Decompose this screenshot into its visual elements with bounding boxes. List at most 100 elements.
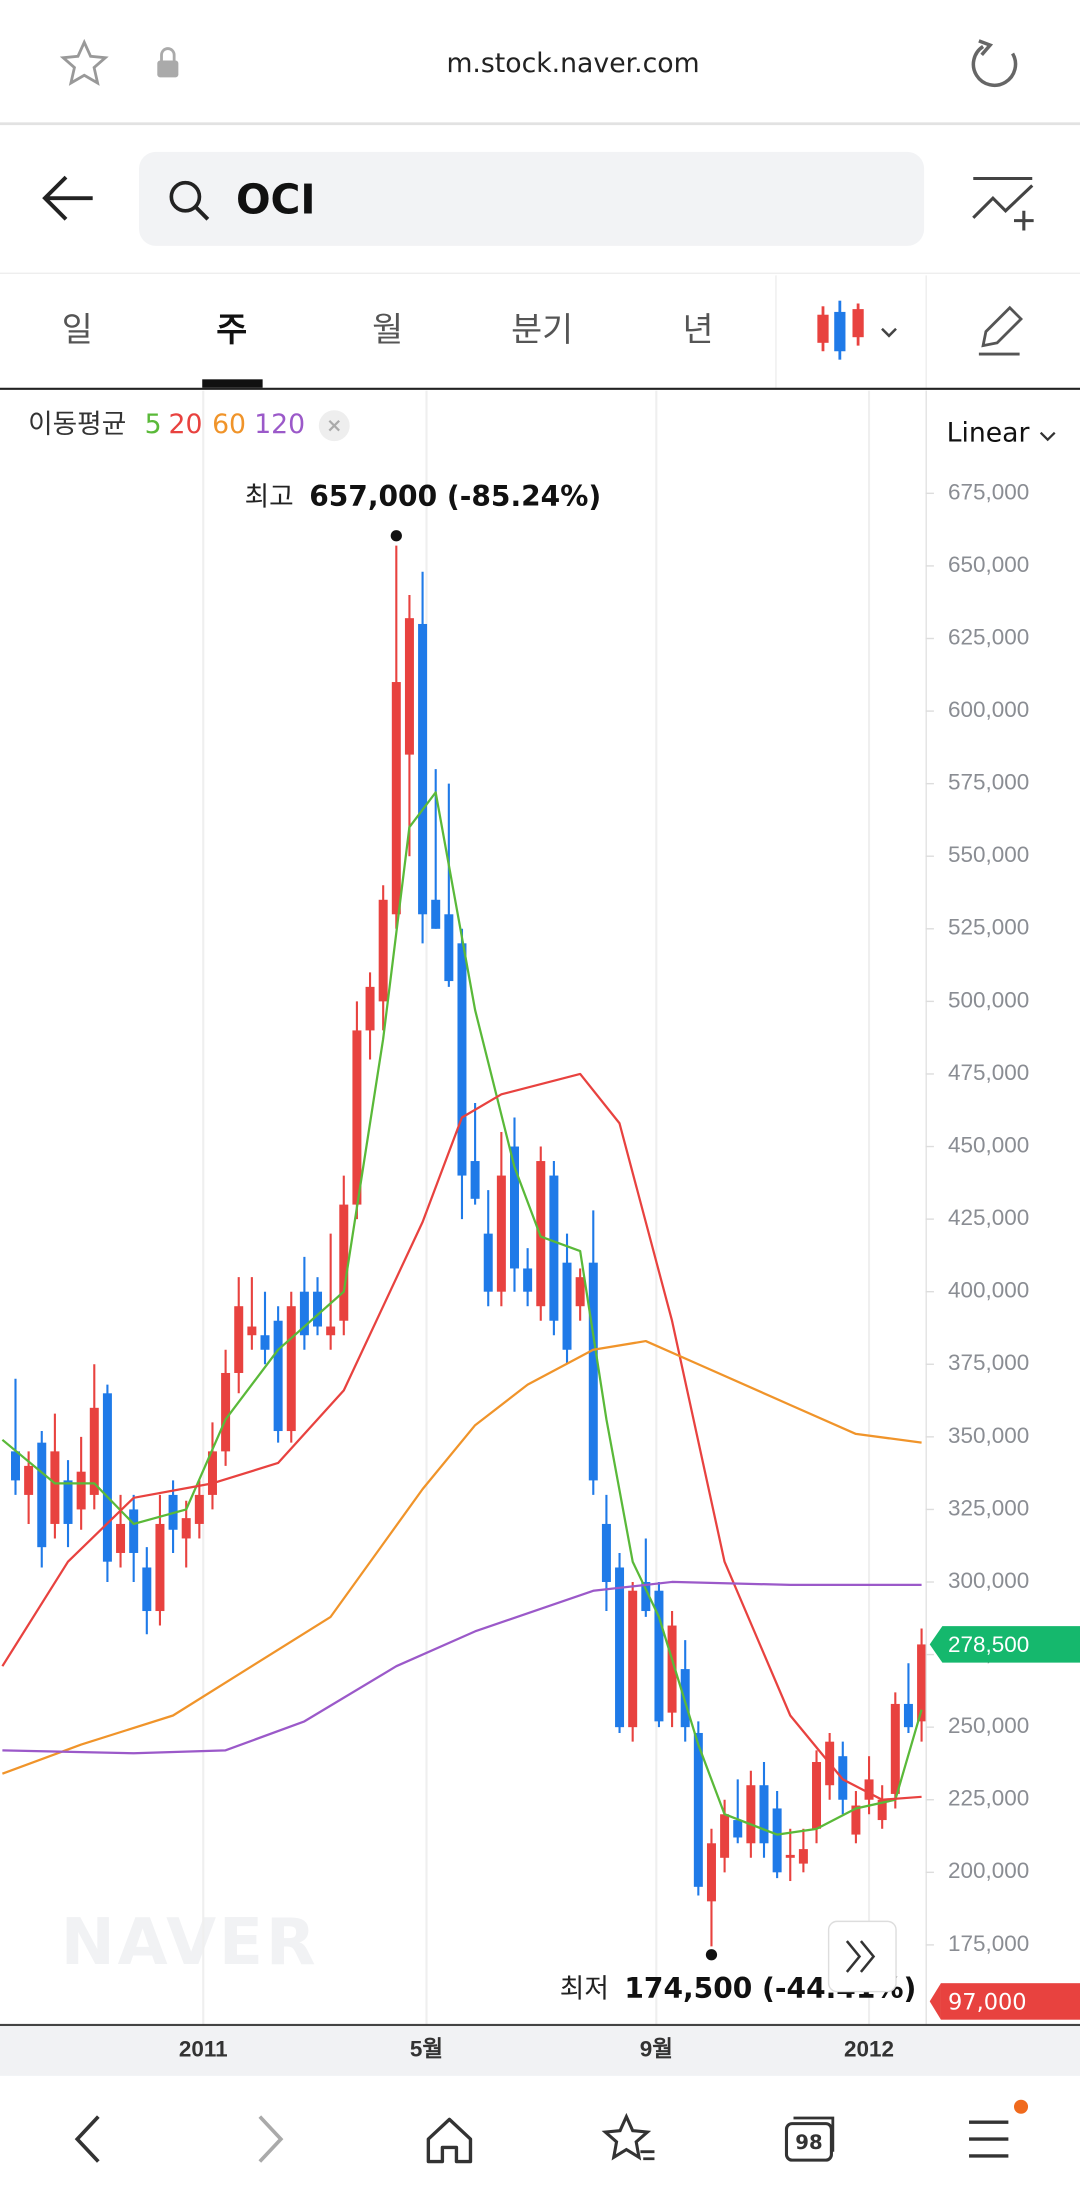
period-tab-active[interactable]: 주: [216, 310, 247, 349]
candle-body: [247, 1326, 257, 1336]
nav-tab-count: 98: [795, 2131, 822, 2154]
moving-average-line: [2, 1580, 922, 1755]
candle-body: [562, 1262, 572, 1350]
candle-body: [680, 1669, 690, 1728]
candle-body: [286, 1306, 296, 1432]
divider: [0, 122, 1080, 126]
y-tick-label: 200,000: [948, 1858, 1029, 1883]
watermark: NAVER: [61, 1905, 319, 1980]
menu-badge: [1013, 2099, 1029, 2114]
candle-body: [812, 1761, 822, 1829]
candle-body: [917, 1644, 926, 1722]
candle-body: [851, 1805, 861, 1835]
axis-separator: [925, 390, 927, 2026]
period-tab[interactable]: 년: [682, 310, 713, 349]
candle-body: [798, 1849, 808, 1864]
x-axis: 2011 5월 9월 2012: [179, 2037, 894, 2062]
legend-title: 이동평균: [28, 409, 126, 440]
separator: [925, 275, 927, 388]
active-indicator: [202, 379, 263, 388]
candle-body: [641, 1582, 651, 1612]
candle-body: [890, 1703, 900, 1794]
draw-button[interactable]: [978, 305, 1024, 356]
volume-tag-label: 97,000: [948, 1989, 1027, 2015]
y-tick-label: 300,000: [948, 1568, 1029, 1593]
legend-entry[interactable]: 20: [169, 409, 203, 440]
y-tick-label: 250,000: [948, 1713, 1029, 1738]
candle-body: [155, 1523, 165, 1612]
period-tab[interactable]: 일: [62, 310, 93, 349]
y-tick-label: 225,000: [948, 1786, 1029, 1811]
reload-button[interactable]: [971, 39, 1018, 88]
back-button[interactable]: [42, 175, 93, 221]
nav-back[interactable]: [74, 2115, 100, 2163]
y-tick-label: 525,000: [948, 915, 1029, 940]
search-box[interactable]: [139, 151, 925, 246]
scroll-latest-button[interactable]: [827, 1920, 897, 1993]
compare-button[interactable]: [972, 176, 1034, 231]
candle-body: [404, 618, 414, 755]
y-tick-label: 175,000: [948, 1931, 1029, 1956]
nav-bookmarks[interactable]: [601, 2112, 655, 2161]
candle-body: [785, 1854, 795, 1858]
nav-tabs[interactable]: [784, 2116, 835, 2162]
y-tick-label: 650,000: [948, 552, 1029, 577]
candle-body: [615, 1567, 625, 1728]
volume-tag-arrow: [929, 1983, 941, 2020]
period-tabs: 일 주 월 분기 년: [0, 275, 1080, 390]
candle-body: [720, 1814, 730, 1858]
search-icon: [169, 180, 202, 213]
extreme-marker: [390, 530, 402, 542]
candle-body: [733, 1820, 743, 1838]
legend-entry[interactable]: 60: [212, 409, 246, 440]
scale-mode[interactable]: Linear: [947, 418, 1030, 449]
x-tick-label: 9월: [640, 2037, 673, 2062]
current-price-tag: [929, 1626, 1080, 1663]
y-tick-label: 550,000: [948, 842, 1029, 867]
candle-body: [496, 1175, 506, 1292]
candle-body: [418, 623, 428, 915]
candle-body: [667, 1625, 677, 1713]
candle-body: [877, 1799, 887, 1821]
current-price-label: 278,500: [948, 1632, 1029, 1657]
y-tick-label: 400,000: [948, 1278, 1029, 1303]
lock-icon: [157, 47, 179, 78]
candle-body: [510, 1146, 519, 1269]
browser-bar: m.stock.naver.com: [0, 38, 1080, 126]
period-tab[interactable]: 분기: [511, 310, 573, 349]
legend-close-x: [328, 419, 340, 432]
legend-entry[interactable]: 5: [145, 409, 162, 440]
volume-tag: [940, 1983, 1080, 2020]
bookmark-star[interactable]: [59, 38, 109, 86]
candle-body: [575, 1277, 585, 1307]
nav-menu[interactable]: [969, 2120, 1009, 2158]
candle-body: [549, 1175, 559, 1321]
moving-average-line: [1, 791, 923, 1836]
extreme-label: 657,000 (-85.24%): [309, 480, 601, 513]
candle-body: [601, 1523, 611, 1583]
candle-body: [313, 1291, 323, 1327]
chart-type-button[interactable]: [817, 300, 897, 360]
y-tick-label: 375,000: [948, 1350, 1029, 1375]
candle-body: [444, 914, 454, 982]
search-query[interactable]: OCI: [236, 175, 316, 223]
scale-dropdown[interactable]: [1039, 431, 1056, 442]
candle-body: [326, 1326, 336, 1336]
nav-forward[interactable]: [258, 2115, 284, 2163]
period-tab[interactable]: 월: [372, 310, 403, 349]
legend-entry[interactable]: 120: [254, 409, 305, 440]
search-icon-handle: [194, 205, 210, 221]
y-tick-label: 600,000: [948, 697, 1029, 722]
candle-body: [470, 1161, 480, 1199]
candle-body: [391, 682, 401, 915]
candle-body: [273, 1320, 283, 1432]
y-tick-label: 675,000: [948, 479, 1029, 504]
candle-body: [181, 1518, 191, 1539]
candle-body: [759, 1785, 769, 1844]
y-tick-label: 475,000: [948, 1060, 1029, 1085]
y-tick-label: 500,000: [948, 987, 1029, 1012]
nav-home[interactable]: [426, 2117, 473, 2164]
candle-body: [37, 1442, 47, 1548]
url[interactable]: m.stock.naver.com: [446, 48, 699, 79]
